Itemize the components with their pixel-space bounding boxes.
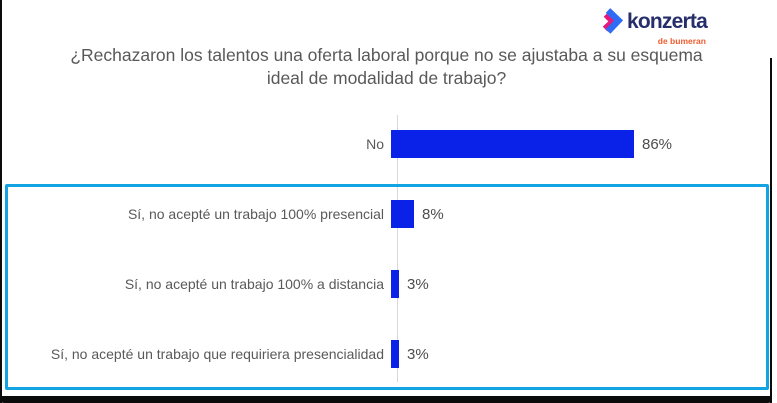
frame-right-border (770, 58, 772, 403)
chart-row: Sí, no acepté un trabajo que requiriera … (0, 319, 777, 389)
chart-title: ¿Rechazaron los talentos una oferta labo… (10, 44, 763, 90)
value-label: 86% (642, 135, 673, 153)
chart-title-line2: ideal de modalidad de trabajo? (266, 68, 507, 89)
bar-area: 3% (391, 249, 777, 319)
logo-brand-text: konzerta (627, 10, 708, 33)
chart-row: Sí, no acepté un trabajo 100% a distanci… (0, 249, 777, 319)
bar (391, 340, 399, 368)
konzerta-chevron-icon (602, 7, 624, 36)
category-label: No (366, 136, 384, 152)
bar (391, 270, 399, 298)
chart-rows: No 86% Sí, no acepté un trabajo 100% prese… (0, 109, 777, 389)
category-axis-line (397, 115, 398, 382)
bar (391, 130, 634, 158)
value-label: 8% (422, 205, 444, 223)
konzerta-logo: konzerta de bumeran (602, 7, 708, 46)
bar-area: 86% (391, 109, 777, 179)
chart-row: No 86% (0, 109, 777, 179)
bar-area: 3% (391, 319, 777, 389)
category-label: Sí, no acepté un trabajo 100% presencial (127, 206, 384, 222)
logo-subbrand-text: de bumeran (657, 36, 706, 46)
category-label: Sí, no acepté un trabajo 100% a distanci… (124, 276, 384, 292)
value-label: 3% (407, 345, 429, 363)
frame-bottom-border (0, 396, 772, 403)
bar (391, 200, 414, 228)
chart-title-line1: ¿Rechazaron los talentos una oferta labo… (70, 45, 703, 65)
category-label: Sí, no acepté un trabajo que requiriera … (50, 346, 384, 362)
frame-left-border (0, 0, 2, 403)
bar-area: 8% (391, 179, 777, 249)
chart-row: Sí, no acepté un trabajo 100% presencial… (0, 179, 777, 249)
value-label: 3% (407, 275, 429, 293)
